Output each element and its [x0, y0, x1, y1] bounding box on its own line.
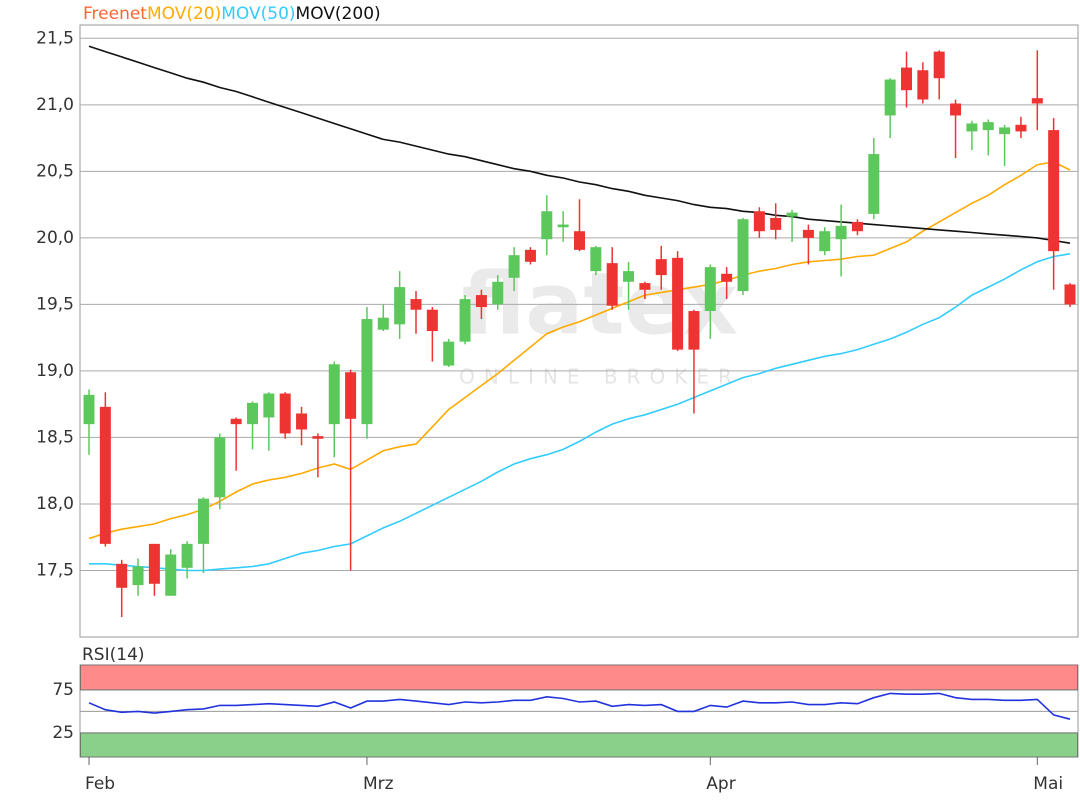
y-tick-label: 19,5: [36, 294, 74, 314]
y-tick-label: 18,5: [36, 427, 74, 447]
legend-entry: MOV(200): [296, 4, 381, 24]
y-tick-label: 75: [52, 680, 74, 700]
candle-body: [312, 436, 324, 439]
legend-entry: MOV(20): [147, 4, 221, 24]
y-tick-label: 18,0: [36, 494, 74, 514]
candle-body: [475, 295, 487, 308]
legend: FreenetMOV(20)MOV(50)MOV(200): [83, 4, 381, 24]
candle-body: [704, 267, 716, 312]
candle-body: [574, 231, 585, 250]
candle-body: [214, 437, 226, 498]
y-tick-label: 25: [52, 723, 74, 743]
candle-body: [851, 221, 863, 232]
candle-body: [770, 217, 782, 230]
y-tick-label: 21,5: [36, 28, 74, 48]
candle-body: [901, 67, 912, 91]
candle-body: [541, 211, 553, 240]
candle-body: [1015, 124, 1027, 132]
candle-body: [443, 341, 455, 366]
candle-body: [1031, 98, 1043, 104]
candle-body: [230, 418, 242, 425]
candle-body: [590, 247, 602, 272]
candle-body: [165, 554, 177, 596]
legend-entry: RSI(14): [82, 645, 145, 665]
x-tick-label: Mrz: [363, 774, 394, 794]
candle-body: [933, 51, 945, 79]
candle-body: [917, 70, 929, 100]
candle-body: [623, 271, 635, 282]
candle-body: [819, 231, 831, 252]
candle-body: [721, 273, 733, 282]
candle-body: [99, 406, 111, 544]
candle-body: [786, 212, 798, 217]
candle-body: [606, 263, 618, 306]
candle-body: [672, 257, 684, 350]
candle-body: [966, 123, 978, 132]
candle-body: [410, 299, 422, 310]
candle-body: [148, 543, 160, 584]
x-tick-label: Feb: [85, 774, 115, 794]
candle-body: [361, 319, 373, 425]
candle-body: [508, 255, 520, 278]
candle-body: [132, 566, 144, 586]
band: [80, 732, 1078, 758]
candle-body: [524, 249, 536, 262]
candle-body: [950, 103, 962, 116]
candle-body: [655, 259, 667, 276]
y-tick-label: 21,0: [36, 95, 74, 115]
candle-body: [116, 563, 128, 588]
candle-body: [753, 211, 765, 232]
candle-body: [557, 224, 569, 228]
price-panel: [79, 24, 1079, 638]
candle-body: [247, 402, 258, 425]
candle-body: [426, 309, 438, 331]
line-series: [88, 45, 1071, 244]
candle-body: [197, 498, 209, 544]
candle-body: [1048, 130, 1060, 252]
candle-body: [688, 311, 700, 350]
candle-body: [345, 372, 357, 419]
candle-body: [296, 413, 308, 430]
candle-body: [328, 364, 340, 425]
line-series: [89, 253, 1071, 572]
candle-body: [639, 283, 651, 290]
candle-body: [492, 281, 504, 305]
candle-body: [377, 317, 389, 330]
y-tick-label: 17,5: [36, 560, 74, 580]
line-series: [88, 692, 1071, 720]
candle-body: [802, 229, 814, 238]
x-tick-label: Mai: [1033, 774, 1063, 794]
candle-body: [982, 122, 994, 131]
candle-body: [181, 543, 193, 568]
legend-entry: Freenet: [83, 4, 147, 24]
candle-body: [394, 287, 406, 325]
candle-body: [835, 225, 847, 240]
line-series: [88, 161, 1071, 540]
y-tick-label: 20,5: [36, 161, 74, 181]
x-tick-label: Apr: [706, 774, 735, 794]
y-tick-label: 19,0: [36, 361, 74, 381]
candle-body: [459, 299, 471, 342]
candle-body: [279, 393, 291, 434]
y-tick-label: 20,0: [36, 228, 74, 248]
candle-body: [868, 154, 880, 214]
legend-entry: MOV(50): [221, 4, 295, 24]
candle-body: [999, 127, 1011, 135]
candle-body: [1064, 284, 1076, 305]
candle-body: [884, 79, 896, 116]
candle-body: [737, 219, 749, 292]
watermark-tagline: ONLINE BROKER: [459, 365, 741, 389]
band: [80, 664, 1078, 691]
candle-body: [83, 394, 95, 425]
candle-body: [263, 393, 275, 418]
